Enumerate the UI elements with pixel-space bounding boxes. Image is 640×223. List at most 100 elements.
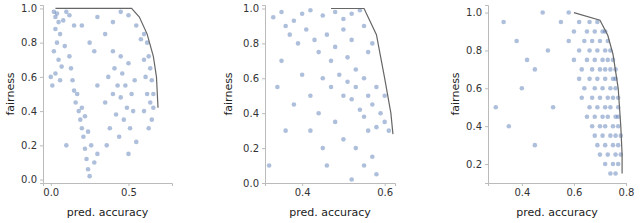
point bbox=[345, 55, 350, 60]
point bbox=[520, 86, 525, 91]
point bbox=[59, 64, 64, 69]
point bbox=[149, 117, 154, 122]
point bbox=[616, 162, 621, 167]
point bbox=[366, 128, 371, 133]
point bbox=[603, 48, 608, 53]
point bbox=[62, 44, 67, 49]
tick-mark bbox=[302, 183, 303, 186]
x-axis-title: pred. accuracy bbox=[67, 206, 149, 219]
tick-mark bbox=[574, 183, 575, 186]
point bbox=[64, 143, 69, 148]
point bbox=[582, 86, 587, 91]
tick-mark bbox=[262, 78, 265, 79]
point bbox=[501, 20, 506, 25]
point bbox=[366, 93, 371, 98]
point bbox=[67, 13, 72, 18]
point bbox=[287, 32, 292, 37]
axis-line bbox=[485, 6, 489, 184]
tick: 0.5 bbox=[121, 183, 137, 198]
point bbox=[118, 10, 123, 15]
scatter-series bbox=[494, 10, 624, 176]
panel: 0.40.60.00.20.40.60.81.0pred. accuracyfa… bbox=[222, 3, 396, 219]
point bbox=[333, 120, 338, 125]
point bbox=[308, 8, 313, 13]
point bbox=[587, 105, 592, 110]
point bbox=[70, 78, 75, 83]
point bbox=[122, 117, 127, 122]
point bbox=[587, 48, 592, 53]
point bbox=[525, 58, 530, 63]
point bbox=[598, 124, 603, 129]
point bbox=[353, 85, 358, 90]
point bbox=[148, 66, 153, 71]
tick-label: 0.8 bbox=[619, 187, 635, 198]
point bbox=[595, 143, 600, 148]
point bbox=[304, 27, 309, 32]
tick-label: 0.4 bbox=[295, 187, 311, 198]
point bbox=[75, 92, 80, 97]
point bbox=[132, 78, 137, 83]
point bbox=[118, 54, 123, 59]
point bbox=[103, 32, 108, 37]
point bbox=[579, 67, 584, 72]
point bbox=[111, 20, 116, 25]
point bbox=[292, 102, 297, 107]
tick: 0.8 bbox=[619, 183, 635, 198]
tick-label: 1.0 bbox=[466, 7, 482, 18]
point bbox=[362, 114, 367, 119]
x-axis: 0.00.5 bbox=[43, 183, 172, 198]
tick: 0.6 bbox=[243, 73, 265, 84]
point bbox=[126, 152, 131, 157]
point bbox=[143, 75, 148, 80]
point bbox=[353, 67, 358, 72]
axis-line bbox=[44, 184, 173, 187]
point bbox=[592, 29, 597, 34]
point bbox=[112, 66, 117, 71]
frontier-line bbox=[574, 13, 622, 174]
plot-area bbox=[48, 8, 158, 178]
tick-mark bbox=[262, 183, 265, 184]
point bbox=[546, 48, 551, 53]
point bbox=[540, 10, 545, 15]
point bbox=[590, 95, 595, 100]
point bbox=[590, 67, 595, 72]
tick-label: 0.6 bbox=[21, 72, 37, 83]
point bbox=[551, 105, 556, 110]
point bbox=[149, 78, 154, 83]
panel: 0.40.60.80.20.40.60.81.0pred. accuracyfa… bbox=[449, 6, 635, 220]
point bbox=[146, 126, 151, 131]
point bbox=[349, 177, 354, 182]
scatter-series bbox=[267, 8, 391, 182]
tick: 0.4 bbox=[243, 108, 265, 119]
tick-label: 0.6 bbox=[243, 73, 259, 84]
point bbox=[613, 86, 618, 91]
point bbox=[108, 126, 113, 131]
point bbox=[56, 20, 61, 25]
point bbox=[494, 105, 499, 110]
point bbox=[533, 67, 538, 72]
tick-label: 0.8 bbox=[243, 38, 259, 49]
point bbox=[582, 39, 587, 44]
point bbox=[120, 71, 125, 76]
tick: 0.8 bbox=[243, 38, 265, 49]
point bbox=[592, 114, 597, 119]
point bbox=[134, 23, 139, 28]
point bbox=[292, 18, 297, 23]
tick-label: 0.6 bbox=[566, 187, 582, 198]
point bbox=[69, 66, 74, 71]
tick-label: 0.0 bbox=[243, 178, 259, 189]
point bbox=[608, 105, 613, 110]
tick: 0.2 bbox=[466, 159, 488, 170]
y-axis: 0.00.20.40.60.81.0 bbox=[21, 3, 43, 185]
tick: 0.4 bbox=[466, 121, 488, 132]
point bbox=[111, 92, 116, 97]
point bbox=[129, 92, 134, 97]
point bbox=[308, 93, 313, 98]
point bbox=[64, 10, 69, 15]
point bbox=[95, 152, 100, 157]
y-axis: 0.00.20.40.60.81.0 bbox=[243, 3, 265, 189]
point bbox=[72, 88, 77, 93]
point bbox=[605, 114, 610, 119]
tick: 0.6 bbox=[566, 183, 582, 198]
tick-label: 0.2 bbox=[466, 159, 482, 170]
